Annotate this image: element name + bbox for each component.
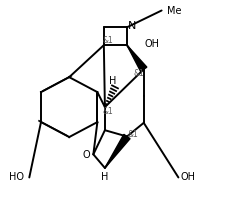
Text: H: H bbox=[101, 172, 109, 182]
Text: H: H bbox=[109, 76, 116, 86]
Polygon shape bbox=[127, 45, 147, 71]
Text: OH: OH bbox=[144, 39, 159, 49]
Text: &1: &1 bbox=[133, 69, 144, 78]
Text: HO: HO bbox=[9, 172, 24, 182]
Polygon shape bbox=[105, 134, 130, 168]
Text: &1: &1 bbox=[102, 107, 113, 116]
Text: OH: OH bbox=[180, 172, 196, 182]
Text: O: O bbox=[82, 150, 90, 160]
Text: N: N bbox=[128, 21, 136, 31]
Text: Me: Me bbox=[167, 5, 181, 16]
Text: &1: &1 bbox=[103, 36, 114, 45]
Text: &1: &1 bbox=[127, 130, 138, 139]
